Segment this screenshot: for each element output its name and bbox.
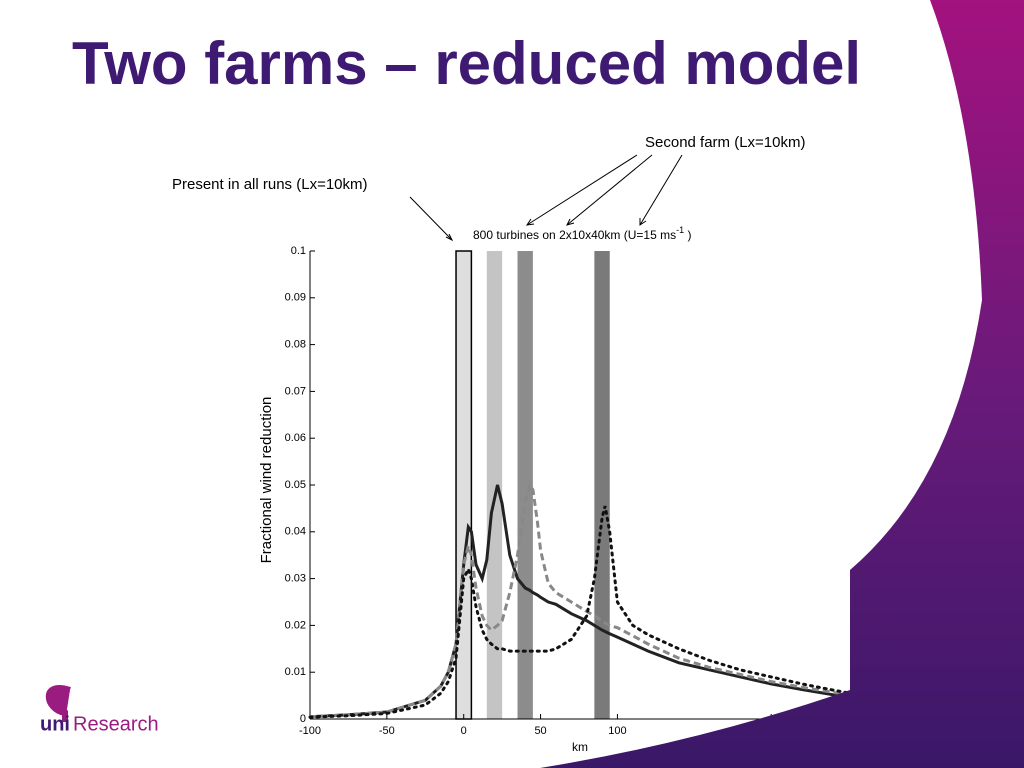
x-tick-label: -100 (299, 725, 321, 737)
arrow-head (445, 233, 454, 242)
y-tick-label: 0.06 (285, 432, 306, 444)
y-tick-label: 0.08 (285, 339, 306, 351)
arrow-head (639, 218, 647, 226)
x-tick-label: 50 (534, 725, 546, 737)
y-tick-label: 0 (300, 713, 306, 725)
logo-name: Research (73, 713, 159, 735)
series-line (309, 481, 849, 719)
decoration (540, 0, 1024, 768)
y-tick-label: 0.09 (285, 292, 306, 304)
chart-title-sup: -1 (676, 225, 684, 235)
farm-band (486, 251, 503, 719)
chart-title-main: 800 turbines on 2x10x40km (U=15 ms (473, 228, 676, 242)
arrow (526, 154, 638, 226)
chart-title-end: ) (684, 228, 691, 242)
annotation: Second farm (Lx=10km) (645, 134, 805, 151)
arrow (409, 196, 453, 241)
y-tick-label: 0.02 (285, 619, 306, 631)
plot: 0 0.01 0.02 0.03 0.04 0.05 0.06 0.07 0.08 0.09 0.1… (285, 245, 850, 737)
y-tick-label: 0.1 (291, 245, 306, 257)
arrow (639, 154, 683, 226)
annotation: Present in all runs (Lx=10km) (172, 176, 368, 193)
series-line (308, 505, 850, 719)
series-line (309, 484, 849, 719)
x-tick-label: 100 (608, 725, 626, 737)
logo-uni: uni (40, 713, 70, 735)
arrow-head (525, 218, 535, 226)
arrows (409, 154, 683, 242)
y-tick-label: 0.07 (285, 385, 306, 397)
logo-icon (45, 685, 71, 722)
y-tick-label: 0.03 (285, 573, 306, 585)
y-tick-label: 0.05 (285, 479, 306, 491)
x-axis-label: km (572, 740, 588, 754)
slide-title: Two farms – reduced model (72, 30, 861, 97)
arrow-head (566, 218, 575, 226)
y-axis-label: Fractional wind reduction (258, 397, 275, 564)
chart-title: 800 turbines on 2x10x40km (U=15 ms-1 ) (473, 225, 691, 242)
x-tick-label: -50 (379, 725, 395, 737)
farm-band (594, 251, 610, 719)
farm-band (517, 251, 533, 719)
x-tick-label: 0 (461, 725, 467, 737)
y-tick-label: 0.01 (285, 666, 306, 678)
y-tick-label: 0.04 (285, 526, 306, 538)
arrow (566, 154, 653, 226)
